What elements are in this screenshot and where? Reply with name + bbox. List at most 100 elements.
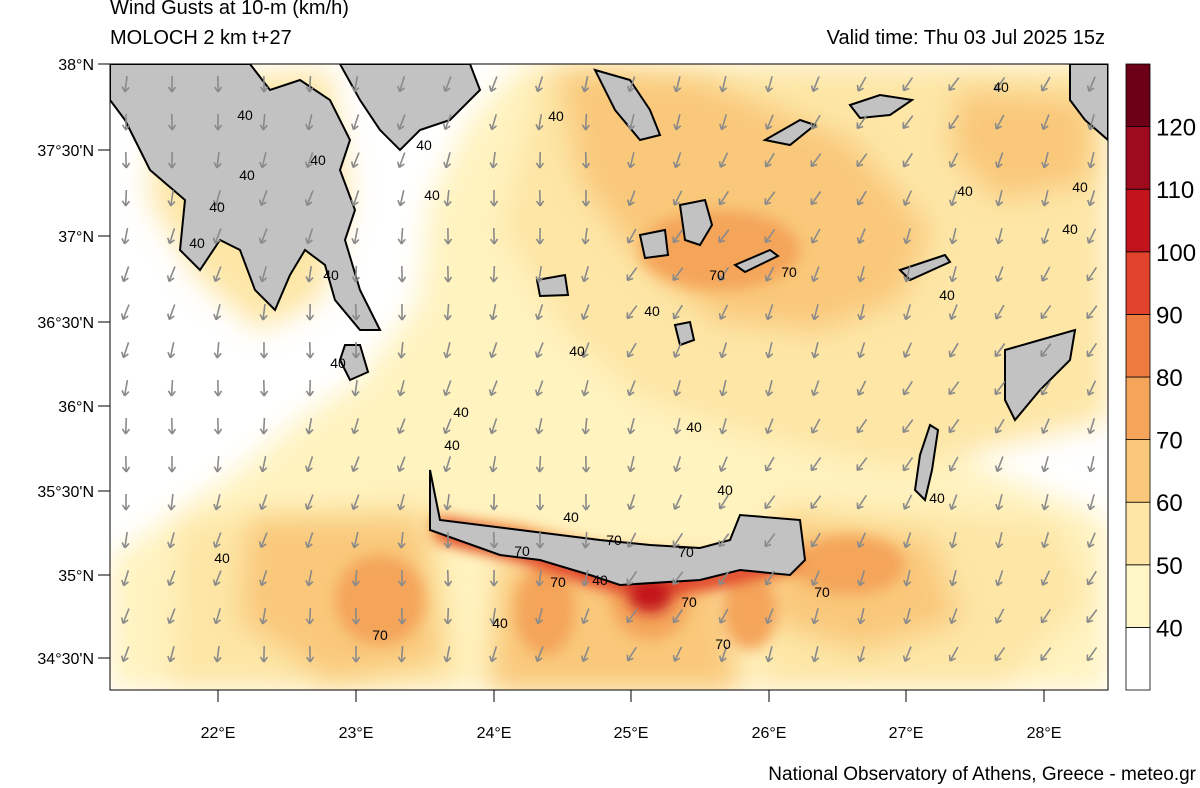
wind-arrow [120,646,130,663]
contour-label: 70 [781,264,797,280]
wind-arrow [213,75,223,93]
wind-arrow [258,228,268,245]
wind-arrow [764,495,776,510]
wind-arrow [903,266,912,283]
wind-arrow [764,533,776,548]
wind-arrow [994,608,1005,624]
wind-arrow [121,455,131,473]
wind-arrow [443,265,453,283]
wind-arrow [948,190,958,207]
wind-arrow [397,341,406,359]
kythira [338,344,370,382]
contour-label: 40 [189,235,205,251]
wind-arrow [810,418,821,434]
wind-arrow [673,456,682,473]
wind-arrow [581,113,590,131]
wind-arrow [397,645,406,663]
wind-arrow [902,380,914,396]
wind-arrow [350,152,360,169]
wind-arrow [856,532,867,548]
wind-arrow [672,267,684,282]
map-subtitle: MOLOCH 2 km t+27 [110,27,292,49]
wind-arrow [810,191,822,206]
wind-arrow [259,379,269,397]
wind-arrow [120,342,130,359]
wind-arrow [489,493,499,511]
wind-arrow [902,76,914,92]
wind-arrow [305,379,315,397]
wind-arrow [350,190,360,207]
wind-arrow [167,493,176,511]
contour-label: 40 [424,187,440,203]
wind-arrow [166,266,176,283]
wind-arrow [581,531,590,549]
colorbar-swatch [1125,564,1151,628]
samos [848,93,915,120]
wind-arrow [351,265,361,283]
attica [338,64,482,152]
wind-arrow [443,456,452,473]
wind-arrow [581,151,591,169]
contour-labels: 40 40 40 40 40 40 40 40 40 40 40 40 40 40 40 40 40 40 40 40… [189,79,1088,652]
wind-arrow [995,532,1004,549]
wind-arrow [304,456,314,473]
wind-arrow [259,417,268,435]
wind-arrow [351,379,360,397]
wind-arrow [397,76,406,93]
contour-label: 40 [1072,179,1088,195]
lon-tick-label: 22°E [201,725,236,742]
wind-arrow [442,114,452,131]
colorbar-label: 100 [1156,240,1196,267]
wind-arrow [994,456,1004,473]
wind-arrow [259,341,269,359]
wind-arrow [489,227,499,245]
wind-arrow [167,455,177,473]
wind-arrow [810,153,822,168]
wind-arrow [397,190,406,207]
wind-arrow [995,494,1004,511]
rhodes [1004,328,1077,422]
wind-arrow [765,76,774,93]
wind-arrow [764,570,775,586]
wind-arrow [948,381,960,396]
wind-arrow [764,456,775,472]
wind-arrow [765,380,774,397]
lon-tick-label: 25°E [614,725,649,742]
contour-label: 70 [709,267,725,283]
wind-arrow [121,379,130,397]
wind-arrow [810,495,822,510]
colorbar-label: 40 [1156,615,1183,642]
wind-arrow [1086,646,1098,662]
wind-arrow [121,570,130,587]
wind-arrow [902,494,913,510]
wind-arrow [1040,570,1051,586]
wind-arrow [258,494,268,511]
wind-arrow [259,152,268,169]
wind-arrow [535,227,545,245]
contour-label: 40 [416,137,432,153]
wind-arrow [718,533,730,548]
wind-arrow [213,494,222,511]
wind-arrow [1040,380,1051,396]
wind-arrow [719,342,728,359]
wind-arrow [903,304,912,321]
wind-arrow [948,304,958,321]
contour-label: 40 [209,199,225,215]
wind-arrow [443,152,452,169]
wind-arrow [166,608,176,625]
wind-arrow [718,152,729,168]
wind-arrow [672,228,684,244]
wind-arrow [719,380,728,397]
wind-arrow [305,303,315,321]
wind-arrow [857,570,866,587]
wind-arrow [810,76,820,93]
wind-arrow [718,456,728,473]
wind-arrow [718,646,728,663]
wind-arrow [396,456,406,473]
lat-tick-label: 38°N [58,57,94,74]
wind-arrow [902,152,914,168]
wind-arrow [212,532,222,549]
wind-arrow [396,114,406,131]
wind-arrow [626,380,636,397]
wind-arrow [121,189,131,207]
